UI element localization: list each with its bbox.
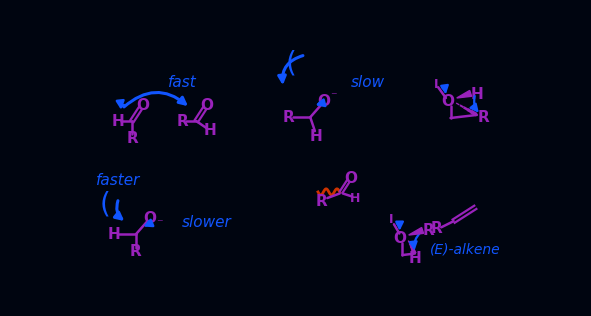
Text: O: O: [393, 231, 406, 246]
Text: ⁻: ⁻: [156, 217, 163, 230]
Text: R: R: [423, 223, 435, 238]
Text: faster: faster: [96, 173, 140, 188]
Text: O: O: [144, 211, 157, 226]
Text: slow: slow: [351, 75, 385, 90]
Text: R: R: [477, 111, 489, 125]
Text: R: R: [126, 131, 138, 146]
Text: slower: slower: [182, 215, 232, 230]
Text: (: (: [285, 50, 296, 77]
Text: H: H: [470, 88, 483, 102]
Text: H: H: [204, 123, 217, 138]
Text: O: O: [137, 98, 150, 113]
Polygon shape: [457, 90, 472, 98]
Text: (: (: [99, 190, 111, 218]
Text: H: H: [310, 129, 323, 144]
Text: R: R: [431, 222, 443, 236]
Text: O: O: [344, 171, 357, 185]
Text: ⁻: ⁻: [330, 91, 337, 104]
Polygon shape: [408, 228, 424, 235]
Text: H: H: [350, 191, 361, 204]
Text: H: H: [108, 227, 121, 242]
Text: O: O: [201, 98, 214, 113]
Text: H: H: [112, 113, 125, 129]
Text: O: O: [318, 94, 331, 109]
Text: fast: fast: [168, 75, 197, 90]
Text: R: R: [177, 113, 189, 129]
Text: R: R: [130, 244, 142, 259]
Text: I: I: [434, 78, 439, 91]
Text: R: R: [282, 110, 294, 125]
Text: O: O: [441, 94, 454, 109]
Text: H: H: [408, 251, 421, 266]
Text: R: R: [316, 194, 328, 209]
Text: (E)-alkene: (E)-alkene: [430, 243, 501, 257]
Text: I: I: [389, 213, 394, 226]
